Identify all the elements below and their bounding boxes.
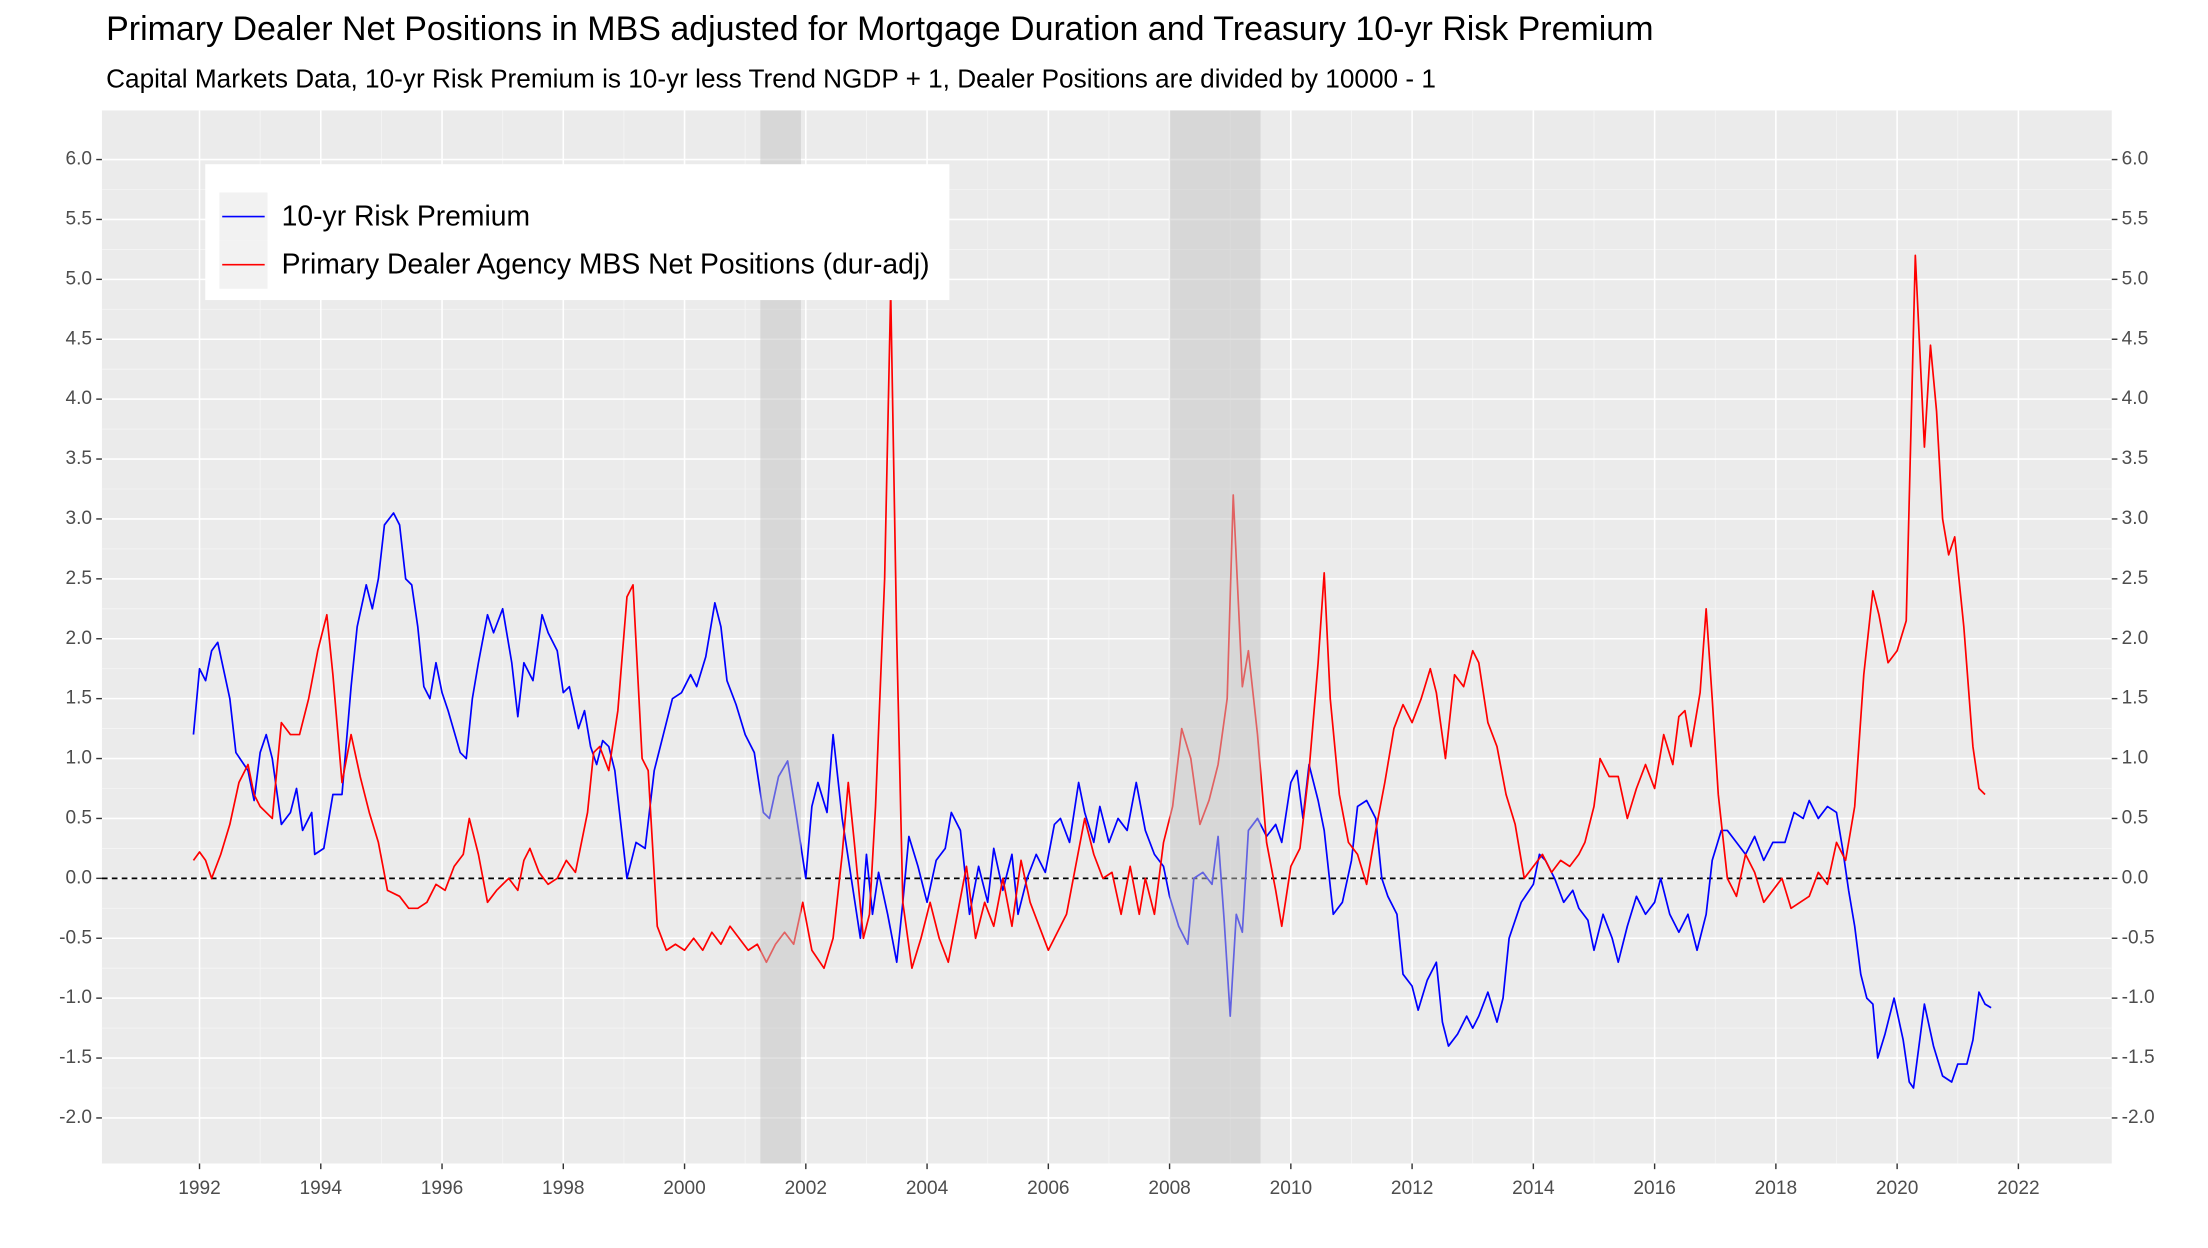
recession-shade: [1169, 110, 1261, 1164]
series-line: [192, 254, 1986, 970]
x-tick-label: 2002: [785, 1178, 827, 1199]
y2-tick-label: 5.0: [2122, 268, 2149, 289]
y-tick-label: 3.0: [65, 508, 92, 529]
legend-box: [205, 164, 950, 301]
y2-tick-label: 2.0: [2122, 628, 2149, 649]
y2-tick-label: -2.0: [2122, 1107, 2155, 1128]
legend: 10-yr Risk Premium Primary Dealer Agency …: [205, 164, 950, 301]
x-tick-label: 1994: [300, 1178, 343, 1199]
y-tick-label: -0.5: [59, 927, 92, 948]
y-tick-label: 1.0: [65, 748, 92, 769]
y2-tick-label: -0.5: [2122, 927, 2155, 948]
y-tick-label: 6.0: [65, 149, 92, 170]
x-tick-label: 2016: [1633, 1178, 1675, 1199]
y2-tick-label: 0.5: [2122, 807, 2149, 828]
y2-tick-label: 1.5: [2122, 688, 2149, 709]
y2-tick-label: 2.5: [2122, 568, 2149, 589]
x-tick-label: 2004: [906, 1178, 949, 1199]
x-tick-label: 2012: [1391, 1178, 1433, 1199]
x-tick-label: 2022: [1997, 1178, 2039, 1199]
y2-tick-label: 1.0: [2122, 748, 2149, 769]
y-tick-label: 4.5: [65, 328, 92, 349]
y-tick-label: 5.0: [65, 268, 92, 289]
x-tick-label: 1992: [178, 1178, 220, 1199]
x-tick-label: 2000: [663, 1178, 705, 1199]
chart-title: Primary Dealer Net Positions in MBS adju…: [106, 10, 1653, 48]
y2-tick-label: 5.5: [2122, 208, 2149, 229]
y-tick-label: -1.0: [59, 987, 92, 1008]
y2-tick-label: 3.0: [2122, 508, 2149, 529]
y-tick-label: 2.0: [65, 628, 92, 649]
y2-tick-label: 0.0: [2122, 867, 2149, 888]
x-tick-label: 1998: [542, 1178, 584, 1199]
y-tick-label: 4.0: [65, 388, 92, 409]
y2-tick-label: 3.5: [2122, 448, 2149, 469]
x-tick-label: 2006: [1027, 1178, 1069, 1199]
x-tick-label: 2020: [1876, 1178, 1918, 1199]
y-tick-label: 0.5: [65, 807, 92, 828]
x-tick-label: 2014: [1512, 1178, 1555, 1199]
y2-tick-label: -1.5: [2122, 1047, 2155, 1068]
legend-label: 10-yr Risk Premium: [282, 199, 530, 231]
y-tick-label: 1.5: [65, 688, 92, 709]
chart-subtitle: Capital Markets Data, 10-yr Risk Premium…: [106, 64, 1436, 94]
y-tick-label: 2.5: [65, 568, 92, 589]
y2-tick-label: 4.0: [2122, 388, 2149, 409]
y2-tick-label: 6.0: [2122, 149, 2149, 170]
x-tick-label: 2010: [1270, 1178, 1312, 1199]
x-tick-label: 1996: [421, 1178, 463, 1199]
x-tick-label: 2008: [1148, 1178, 1190, 1199]
y-tick-label: 0.0: [65, 867, 92, 888]
series-line: [192, 512, 1992, 1089]
y-tick-label: 5.5: [65, 208, 92, 229]
y2-tick-label: 4.5: [2122, 328, 2149, 349]
y-tick-label: -1.5: [59, 1047, 92, 1068]
axes: -2.0 -1.5 -1.0 -0.5 0.0 0.5 1.0 1.5 2.0 2.5 3.0 3.5…: [59, 149, 2154, 1199]
x-tick-label: 2018: [1755, 1178, 1797, 1199]
y-tick-label: -2.0: [59, 1107, 92, 1128]
y2-tick-label: -1.0: [2122, 987, 2155, 1008]
legend-label: Primary Dealer Agency MBS Net Positions …: [282, 248, 930, 280]
y-tick-label: 3.5: [65, 448, 92, 469]
lines: [101, 254, 2112, 1089]
